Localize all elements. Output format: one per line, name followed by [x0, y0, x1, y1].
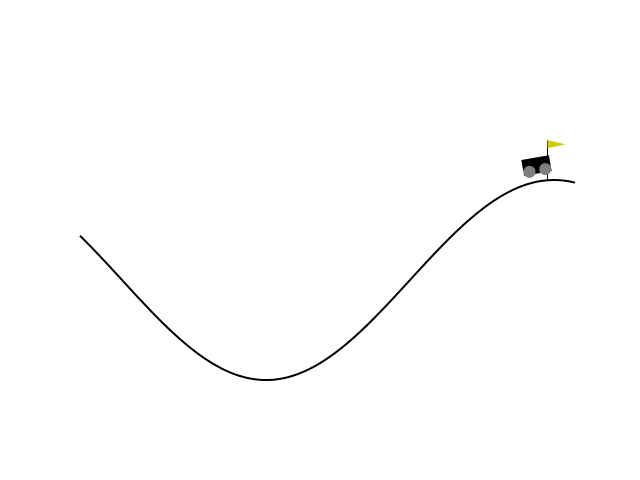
- mountain-track: [79, 179, 576, 382]
- front-wheel: [539, 163, 552, 176]
- mountain-car: [521, 155, 552, 178]
- rear-wheel: [523, 165, 536, 178]
- flag-icon: [547, 140, 566, 149]
